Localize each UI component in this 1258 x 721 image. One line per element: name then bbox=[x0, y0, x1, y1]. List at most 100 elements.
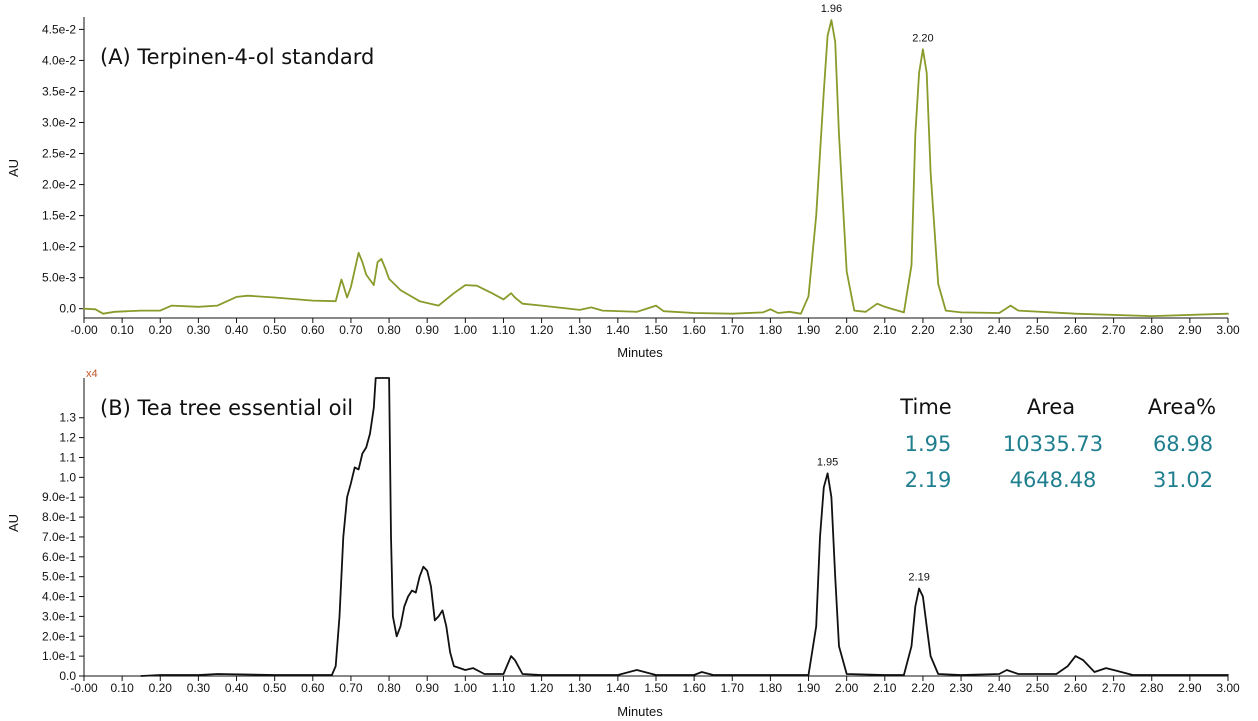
panel-a-x-ticks: -0.00 0.10 0.20 0.30 0.40 0.50 0.60 0.70 0.80 0.9… bbox=[70, 318, 1240, 337]
x-tick-label: 1.90 bbox=[797, 681, 821, 695]
x-tick-label: 2.00 bbox=[835, 323, 859, 337]
x-tick-label: -0.00 bbox=[70, 323, 98, 337]
x-tick-label: 0.40 bbox=[225, 681, 249, 695]
x-tick-label: 2.60 bbox=[1064, 323, 1088, 337]
x-tick-label: 0.90 bbox=[416, 681, 440, 695]
x-tick-label: 2.20 bbox=[911, 681, 935, 695]
x-tick-label: 0.30 bbox=[187, 681, 211, 695]
y-tick-label: 4.0e-1 bbox=[42, 590, 76, 604]
y-tick-label: 3.0e-1 bbox=[42, 609, 76, 623]
y-tick-label: 8.0e-1 bbox=[42, 510, 76, 524]
results-table: Time Area Area% 1.95 10335.73 68.98 2.19… bbox=[899, 395, 1216, 492]
x-tick-label: 1.60 bbox=[682, 323, 706, 337]
x-tick-label: 0.80 bbox=[377, 681, 401, 695]
x-tick-label: 1.90 bbox=[797, 323, 821, 337]
x-tick-label: 0.80 bbox=[377, 323, 401, 337]
panel-a-plot-area: 1.96 2.20 bbox=[83, 3, 1229, 317]
panel-a-title: (A) Terpinen-4-ol standard bbox=[100, 45, 374, 69]
x-tick-label: 1.50 bbox=[644, 681, 668, 695]
y-tick-label: 2.5e-2 bbox=[42, 147, 76, 161]
x-tick-label: 3.00 bbox=[1216, 681, 1240, 695]
peak-label: 2.19 bbox=[908, 572, 929, 584]
table-header-time: Time bbox=[899, 395, 951, 419]
x-tick-label: 0.50 bbox=[263, 323, 287, 337]
chromatogram-trace bbox=[83, 19, 1229, 317]
table-header-area-percent: Area% bbox=[1148, 395, 1216, 419]
y-tick-label: 1.0 bbox=[59, 470, 76, 484]
x-tick-label: 1.10 bbox=[492, 681, 516, 695]
chromatogram-trace bbox=[140, 377, 1229, 677]
x-tick-label: 3.00 bbox=[1216, 323, 1240, 337]
x-tick-label: 1.80 bbox=[759, 323, 783, 337]
x-tick-label: 0.70 bbox=[339, 323, 363, 337]
y-tick-label: 3.5e-2 bbox=[42, 84, 76, 98]
x-tick-label: 2.30 bbox=[949, 323, 973, 337]
x-tick-label: 0.70 bbox=[339, 681, 363, 695]
y-tick-label: 1.0e-1 bbox=[42, 649, 76, 663]
x-tick-label: 0.60 bbox=[301, 323, 325, 337]
y-tick-label: 6.0e-1 bbox=[42, 550, 76, 564]
x-tick-label: 2.20 bbox=[911, 323, 935, 337]
x-tick-label: 2.70 bbox=[1102, 323, 1126, 337]
x-tick-label: 1.00 bbox=[454, 323, 478, 337]
y-tick-label: 1.1 bbox=[59, 450, 76, 464]
y-tick-label: 1.3 bbox=[59, 411, 76, 425]
y-tick-label: 0.0 bbox=[59, 669, 76, 683]
panel-b-x-axis-label: Minutes bbox=[617, 704, 663, 719]
x-tick-label: 2.90 bbox=[1178, 681, 1202, 695]
y-tick-label: 1.2 bbox=[59, 431, 76, 445]
table-cell-area: 4648.48 bbox=[1010, 468, 1097, 492]
y-tick-label: 5.0e-1 bbox=[42, 570, 76, 584]
x-tick-label: 1.70 bbox=[721, 323, 745, 337]
x-tick-label: 1.50 bbox=[644, 323, 668, 337]
x-tick-label: 2.80 bbox=[1140, 323, 1164, 337]
peak-label: 1.96 bbox=[821, 3, 842, 15]
panel-a-x-axis-label: Minutes bbox=[617, 345, 663, 360]
x-tick-label: 1.10 bbox=[492, 323, 516, 337]
y-tick-label: 4.5e-2 bbox=[42, 22, 76, 36]
x-tick-label: 0.30 bbox=[187, 323, 211, 337]
x-tick-label: 2.60 bbox=[1064, 681, 1088, 695]
table-cell-time: 2.19 bbox=[905, 468, 952, 492]
x-tick-label: 0.20 bbox=[149, 681, 173, 695]
y-tick-label: 4.0e-2 bbox=[42, 53, 76, 67]
table-cell-area-percent: 31.02 bbox=[1153, 468, 1213, 492]
x-tick-label: 1.40 bbox=[606, 681, 630, 695]
table-cell-area: 10335.73 bbox=[1003, 432, 1103, 456]
x-tick-label: 0.60 bbox=[301, 681, 325, 695]
panel-a-y-ticks: 0.0 5.0e-3 1.0e-2 1.5e-2 2.0e-2 2.5e-2 3.0e-2 3… bbox=[42, 22, 84, 316]
x-tick-label: 1.30 bbox=[568, 681, 592, 695]
x-tick-label: 2.50 bbox=[1026, 681, 1050, 695]
x-tick-label: 2.90 bbox=[1178, 323, 1202, 337]
x-tick-label: 0.90 bbox=[416, 323, 440, 337]
peak-label: 2.20 bbox=[912, 32, 933, 44]
x-tick-label: 2.40 bbox=[988, 681, 1012, 695]
x-tick-label: 2.30 bbox=[949, 681, 973, 695]
x-tick-label: 1.80 bbox=[759, 681, 783, 695]
y-tick-label: 2.0e-2 bbox=[42, 178, 76, 192]
x-tick-label: 2.10 bbox=[873, 681, 897, 695]
panel-b: (B) Tea tree essential oil x4 AU Minutes… bbox=[6, 368, 1240, 719]
x-tick-label: 2.10 bbox=[873, 323, 897, 337]
table-header-area: Area bbox=[1027, 395, 1075, 419]
y-tick-label: 0.0 bbox=[59, 302, 76, 316]
panel-b-plot-area: 1.95 2.19 bbox=[140, 377, 1229, 677]
panel-b-title: (B) Tea tree essential oil bbox=[100, 396, 353, 420]
x-tick-label: 1.00 bbox=[454, 681, 478, 695]
x-tick-label: 1.20 bbox=[530, 323, 554, 337]
y-tick-label: 7.0e-1 bbox=[42, 530, 76, 544]
y-tick-label: 9.0e-1 bbox=[42, 490, 76, 504]
x-tick-label: 1.60 bbox=[682, 681, 706, 695]
y-tick-label: 5.0e-3 bbox=[42, 271, 76, 285]
y-tick-label: 1.0e-2 bbox=[42, 240, 76, 254]
panel-a-y-axis-label: AU bbox=[6, 159, 21, 177]
panel-b-y-axis-label: AU bbox=[6, 514, 21, 532]
x-tick-label: 2.00 bbox=[835, 681, 859, 695]
x-tick-label: 0.10 bbox=[110, 323, 134, 337]
x-tick-label: 0.20 bbox=[149, 323, 173, 337]
y-tick-label: 1.5e-2 bbox=[42, 209, 76, 223]
x-tick-label: 2.40 bbox=[988, 323, 1012, 337]
x-tick-label: 1.40 bbox=[606, 323, 630, 337]
x-tick-label: -0.00 bbox=[70, 681, 98, 695]
